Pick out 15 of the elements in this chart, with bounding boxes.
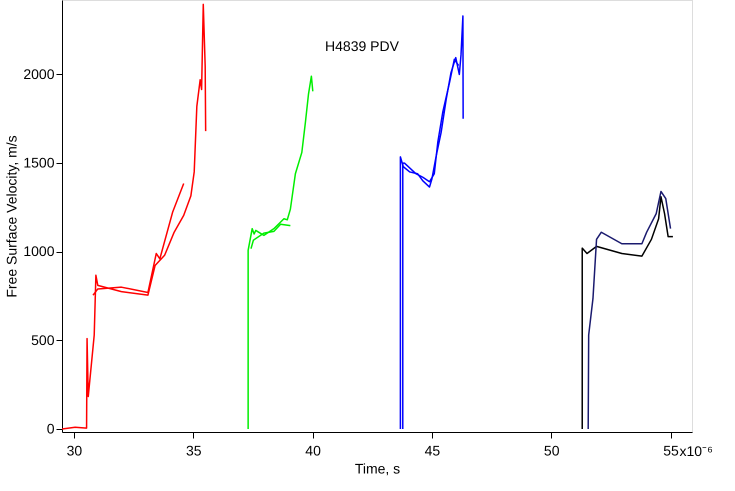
x-tick-label: 35 [186, 442, 202, 458]
x-axis-title: Time, s [354, 460, 400, 476]
y-tick-label: 2000 [23, 66, 55, 82]
text: x10⁻⁶ [680, 443, 713, 459]
annotation: H4839 PDV [325, 38, 400, 54]
y-tick-label: 1500 [23, 154, 55, 171]
x-tick-label: 45 [424, 442, 440, 458]
x-tick-label: 40 [305, 442, 322, 458]
y-tick-label: 0 [46, 420, 55, 436]
y-axis-title: Free Surface Velocity, m/s [3, 135, 20, 298]
x-tick-label: 30 [66, 442, 82, 458]
x-tick-label: 50 [544, 442, 560, 458]
y-tick-label: 1000 [23, 243, 55, 260]
y-tick-label: 500 [31, 332, 55, 348]
x-tick-label: 55 [663, 442, 680, 458]
